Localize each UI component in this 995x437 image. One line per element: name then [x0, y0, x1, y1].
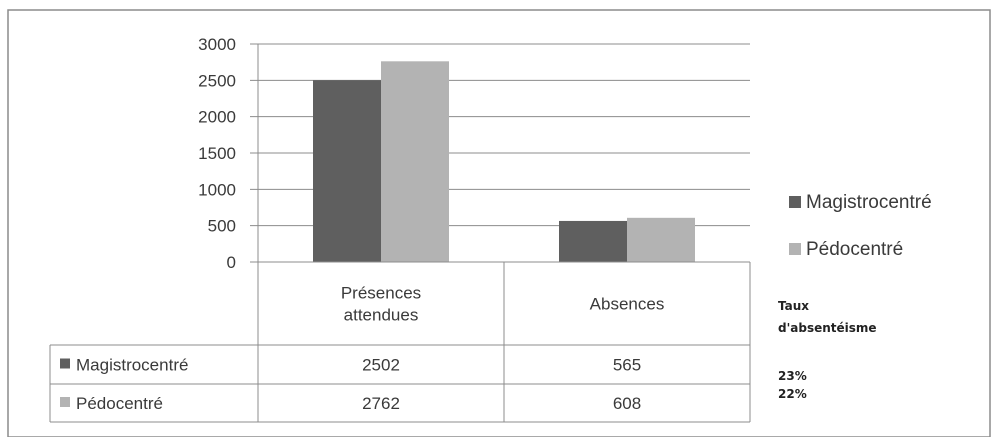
y-tick-label: 500 [208, 217, 236, 236]
table-legend-key [60, 397, 70, 407]
table-legend-key [60, 358, 70, 369]
y-tick-label: 1000 [198, 180, 236, 199]
y-tick-label: 2500 [198, 71, 236, 90]
bar-magistrocentre-1 [559, 220, 627, 262]
bar-pedocentre-1 [627, 217, 695, 262]
absenteeism-note: Taux d'absentéisme 23% 22% [778, 299, 877, 401]
absenteeism-value: 22% [778, 387, 807, 401]
category-label: Présences attendues [341, 284, 421, 325]
table-cell-value: 608 [613, 394, 641, 413]
absenteeism-title-line1: Taux [778, 299, 809, 313]
data-table: Présences attendues Absences Magistrocentré… [49, 261, 751, 423]
absenteeism-title-line2: d'absentéisme [778, 321, 877, 335]
bar-magistrocentre-0 [313, 80, 381, 262]
legend-swatch [789, 243, 801, 255]
y-tick-label: 1500 [198, 144, 236, 163]
table-cell-value: 565 [613, 356, 641, 375]
table-row-label: Magistrocentré [76, 356, 188, 375]
y-tick-label: 2000 [198, 108, 236, 127]
table-cell-value: 2762 [362, 394, 400, 413]
y-tick-label: 0 [227, 253, 236, 272]
table-row-label: Pédocentré [76, 394, 163, 413]
legend-label: Pédocentré [806, 239, 903, 260]
legend-swatch [789, 196, 801, 208]
bar-pedocentre-0 [381, 61, 449, 263]
table-cell-value: 2502 [362, 356, 400, 375]
y-axis-ticks: 0 500 1000 1500 2000 2500 3000 [198, 35, 236, 272]
y-tick-label: 3000 [198, 35, 236, 54]
absenteeism-value: 23% [778, 369, 807, 383]
legend: Magistrocentré Pédocentré [789, 192, 932, 260]
legend-label: Magistrocentré [806, 192, 932, 213]
category-label: Absences [590, 295, 665, 314]
bars [313, 61, 695, 263]
chart-frame [7, 9, 991, 437]
